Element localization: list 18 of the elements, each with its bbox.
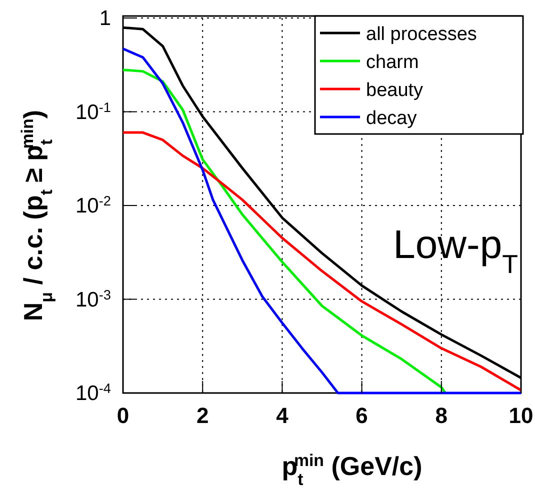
x-tick-label: 0	[116, 403, 130, 428]
y-tick-label: 10$^{-4}$	[76, 380, 112, 405]
legend-label: all processes	[366, 24, 477, 45]
y-tick-label: 10$^{-3}$	[76, 286, 111, 312]
x-tick-label: 6	[356, 403, 368, 428]
y-tick-label: 10$^{-1}$	[76, 99, 111, 124]
x-tick-label: 4	[276, 403, 290, 428]
legend-label: charm	[366, 52, 419, 73]
x-tick-label: 10	[508, 403, 534, 428]
legend-label: decay	[366, 108, 418, 129]
legend-label: beauty	[366, 80, 424, 101]
annotation: Low-p$_{T}$	[393, 223, 518, 279]
line-series	[122, 131, 522, 392]
y-tick-label: 10$^{-2}$	[76, 193, 111, 218]
y-tick-label: 1	[99, 7, 111, 30]
x-tick-label: 8	[435, 403, 448, 428]
x-tick-label: 2	[196, 403, 209, 428]
x-axis-title: p$_{t}$$^{min}$ (GeV/c)	[282, 450, 422, 488]
